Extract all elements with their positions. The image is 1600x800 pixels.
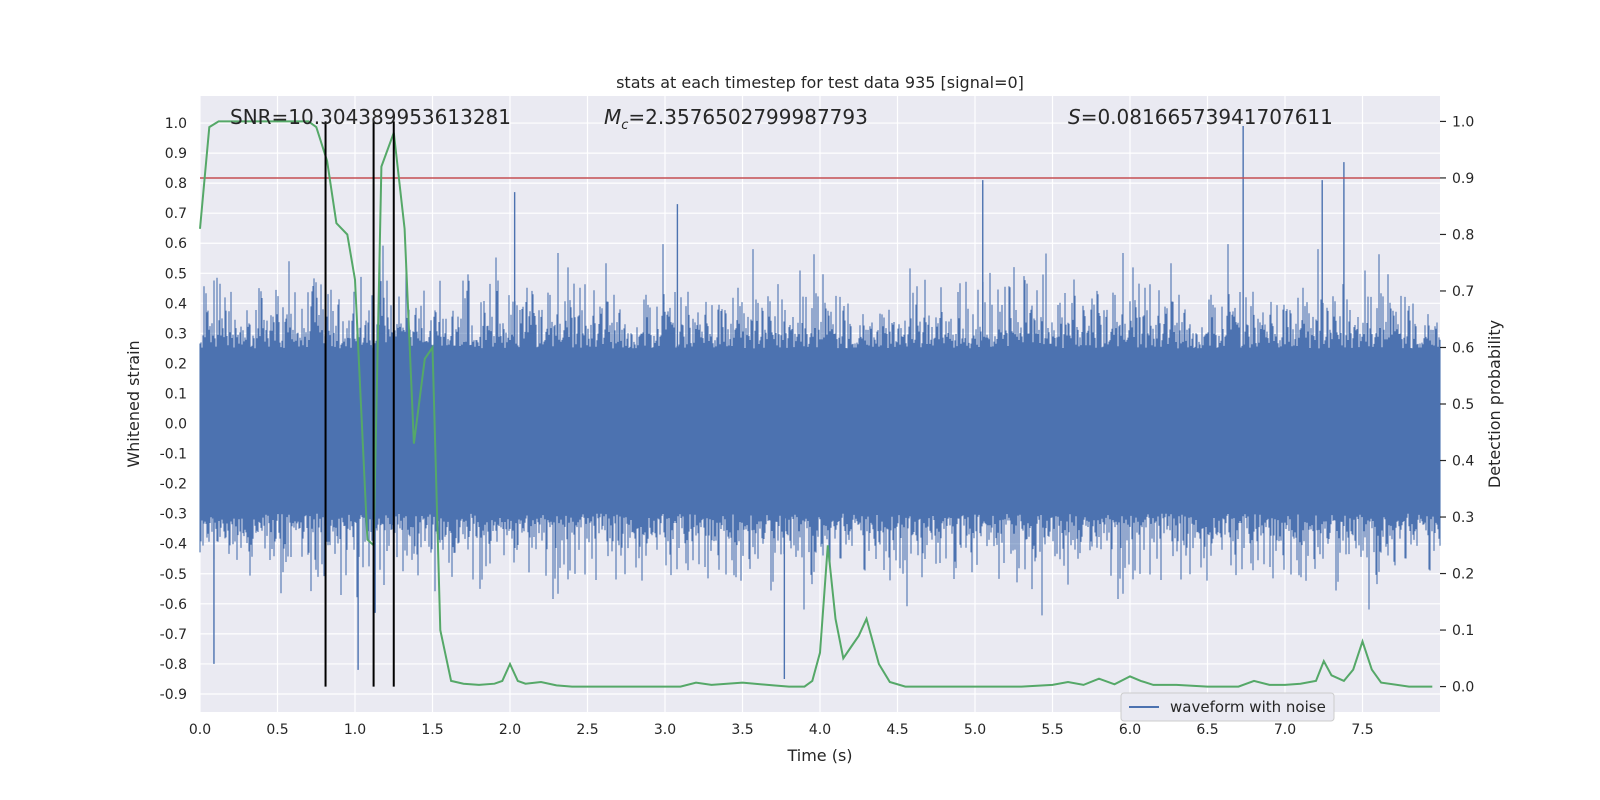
x-tick-label: 0.0 [189, 722, 211, 738]
y-tick-label-left: 0.8 [165, 176, 187, 192]
y-tick-label-left: 0.7 [165, 206, 187, 222]
y-tick-label-right: 0.6 [1452, 340, 1474, 356]
x-tick-label: 5.0 [964, 722, 986, 738]
y-tick-label-right: 0.3 [1452, 510, 1474, 526]
detection-probability-line [199, 120, 1433, 688]
x-tick-label: 7.0 [1274, 722, 1296, 738]
s-symbol: S [1068, 105, 1081, 129]
snr-annotation: SNR=10.304389953613281 [230, 105, 511, 129]
x-tick-label: 7.5 [1351, 722, 1373, 738]
y-tick-label-left: 0.1 [165, 386, 187, 402]
mc-symbol: M [604, 105, 621, 129]
mc-subscript: c [621, 118, 628, 133]
legend: waveform with noise [1120, 692, 1335, 722]
x-tick-label: 0.5 [266, 722, 288, 738]
y-tick-label-left: -0.1 [160, 447, 187, 463]
y-tick-label-left: -0.9 [160, 687, 187, 703]
waveform-series [199, 126, 1441, 679]
y-tick-label-right: 0.7 [1452, 284, 1474, 300]
y-tick-label-left: -0.6 [160, 597, 187, 613]
x-tick-label: 3.0 [654, 722, 676, 738]
s-value: =0.08166573941707611 [1081, 105, 1333, 129]
legend-entry-waveform: waveform with noise [1170, 698, 1326, 716]
y-tick-label-right: 0.1 [1452, 623, 1474, 639]
vertical-markers [324, 121, 395, 687]
x-tick-label: 4.5 [886, 722, 908, 738]
x-tick-label: 1.5 [421, 722, 443, 738]
y-tick-label-right: 0.5 [1452, 397, 1474, 413]
y-tick-label-left: 0.0 [165, 417, 187, 433]
y-tick-label-left: 0.9 [165, 146, 187, 162]
y-tick-label-left: -0.4 [160, 537, 187, 553]
y-tick-label-left: 0.6 [165, 236, 187, 252]
y-tick-label-right: 0.2 [1452, 567, 1474, 583]
y-tick-label-right: 0.0 [1452, 680, 1474, 696]
y-tick-label-left: -0.3 [160, 507, 187, 523]
y-tick-label-left: 0.5 [165, 266, 187, 282]
y-tick-label-left: 1.0 [165, 116, 187, 132]
legend-box [1120, 692, 1335, 722]
y-tick-label-left: -0.5 [160, 567, 187, 583]
y-tick-label-right: 0.4 [1452, 454, 1474, 470]
y-axis-left-label: Whitened strain [124, 340, 143, 467]
axis-ticks: 0.0 0.5 1.0 1.5 2.0 2.5 3.0 3.5 4.0 4.5 5.0 5.5 6.0 6… [160, 114, 1475, 738]
x-tick-label: 4.0 [809, 722, 831, 738]
y-tick-label-right: 0.9 [1452, 171, 1474, 187]
chart-title: stats at each timestep for test data 935… [616, 73, 1024, 92]
waveform-noise-body [199, 244, 1441, 616]
x-tick-label: 5.5 [1041, 722, 1063, 738]
y-tick-label-left: 0.3 [165, 326, 187, 342]
x-tick-label: 2.5 [576, 722, 598, 738]
y-tick-label-right: 1.0 [1452, 114, 1474, 130]
y-tick-label-left: 0.2 [165, 356, 187, 372]
x-tick-label: 2.0 [499, 722, 521, 738]
s-annotation: S=0.08166573941707611 [1068, 105, 1333, 129]
y-tick-label-right: 0.8 [1452, 227, 1474, 243]
mc-value: =2.3576502799987793 [628, 105, 867, 129]
x-tick-label: 6.5 [1196, 722, 1218, 738]
y-tick-label-left: 0.4 [165, 296, 187, 312]
x-axis-label: Time (s) [786, 746, 852, 765]
y-tick-label-left: -0.8 [160, 657, 187, 673]
y-tick-label-left: -0.7 [160, 627, 187, 643]
y-axis-right-label: Detection probability [1485, 320, 1504, 488]
chirp-mass-annotation: Mc=2.3576502799987793 [604, 105, 868, 133]
x-tick-label: 6.0 [1119, 722, 1141, 738]
x-tick-label: 1.0 [344, 722, 366, 738]
y-tick-label-left: -0.2 [160, 477, 187, 493]
x-tick-label: 3.5 [731, 722, 753, 738]
probability-series [199, 120, 1433, 688]
